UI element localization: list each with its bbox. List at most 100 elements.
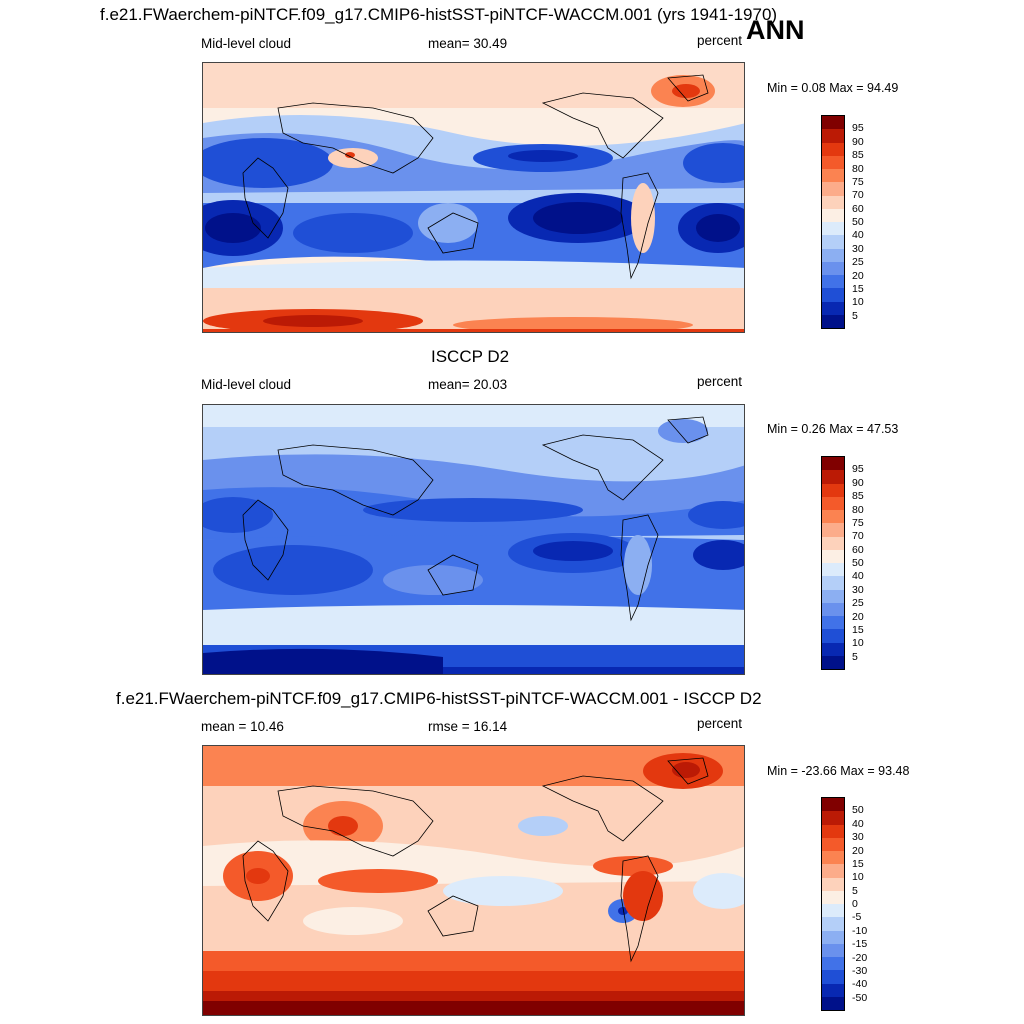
panel1-units-label: percent <box>697 33 743 48</box>
colorbar-tick-label: 0 <box>852 898 858 910</box>
colorbar-swatch <box>822 129 844 143</box>
colorbar-swatch <box>822 837 844 851</box>
colorbar-swatch <box>822 301 844 315</box>
colorbar-tick-label: 25 <box>852 256 864 269</box>
colorbar-swatch <box>822 523 844 537</box>
panel3-map <box>202 745 745 1016</box>
colorbar-tick-label: 85 <box>852 149 864 162</box>
colorbar-tick-label: 25 <box>852 597 864 610</box>
colorbar-tick-label: 5 <box>852 309 858 322</box>
panel3-colorbar <box>821 797 845 1011</box>
colorbar-swatch <box>822 904 844 918</box>
colorbar-swatch <box>822 655 844 669</box>
colorbar-tick-label: -40 <box>852 978 868 991</box>
colorbar-swatch <box>822 457 844 471</box>
colorbar-swatch <box>822 917 844 931</box>
panel2-colorbar-labels: 95 90 85 80 75 70 60 50 40 30 25 20 15 10 5 <box>852 456 892 670</box>
colorbar-tick-label: -50 <box>852 991 868 1004</box>
colorbar-swatch <box>822 248 844 262</box>
colorbar-tick-label: 75 <box>852 175 864 188</box>
colorbar-tick-label: 30 <box>852 242 864 255</box>
colorbar-tick-label: 95 <box>852 122 864 135</box>
panel3-units-label: percent <box>697 716 743 731</box>
colorbar-swatch <box>822 576 844 590</box>
colorbar-tick-label: 50 <box>852 216 864 228</box>
colorbar-swatch <box>822 314 844 328</box>
colorbar-tick-label: 60 <box>852 543 864 556</box>
season-label: ANN <box>746 15 805 45</box>
colorbar-swatch <box>822 996 844 1010</box>
colorbar-swatch <box>822 549 844 563</box>
panel3-rmse-label: rmse = 16.14 <box>428 719 508 734</box>
panel2-title: ISCCP D2 <box>431 347 510 366</box>
colorbar-swatch <box>822 970 844 984</box>
panel3-colorbar-labels: 50 40 30 20 15 10 5 0 -5 -10 -15 -20 -30 -40 -50 <box>852 797 892 1011</box>
colorbar-tick-label: 5 <box>852 650 858 663</box>
colorbar-swatch <box>822 510 844 524</box>
colorbar-tick-label: -30 <box>852 964 868 977</box>
colorbar-swatch <box>822 169 844 183</box>
colorbar-swatch <box>822 483 844 497</box>
colorbar-swatch <box>822 155 844 169</box>
colorbar-swatch <box>822 864 844 878</box>
colorbar-swatch <box>822 957 844 971</box>
colorbar-swatch <box>822 890 844 904</box>
colorbar-tick-label: -15 <box>852 938 868 951</box>
colorbar-tick-label: 40 <box>852 570 864 583</box>
colorbar-swatch <box>822 222 844 236</box>
panel3-minmax: Min = -23.66 Max = 93.48 <box>767 764 910 778</box>
colorbar-tick-label: 30 <box>852 831 864 844</box>
panel1-minmax: Min = 0.08 Max = 94.49 <box>767 81 899 95</box>
colorbar-swatch <box>822 563 844 577</box>
colorbar-swatch <box>822 930 844 944</box>
colorbar-swatch <box>822 116 844 130</box>
colorbar-swatch <box>822 470 844 484</box>
panel2-minmax: Min = 0.26 Max = 47.53 <box>767 422 899 436</box>
colorbar-swatch <box>822 629 844 643</box>
colorbar-tick-label: 60 <box>852 202 864 215</box>
colorbar-swatch <box>822 798 844 812</box>
colorbar-tick-label: 50 <box>852 804 864 817</box>
panel3-title: f.e21.FWaerchem-piNTCF.f09_g17.CMIP6-his… <box>116 689 762 708</box>
colorbar-tick-label: 70 <box>852 189 864 202</box>
colorbar-tick-label: 30 <box>852 583 864 596</box>
colorbar-tick-label: 15 <box>852 282 864 295</box>
colorbar-tick-label: 90 <box>852 135 864 148</box>
colorbar-swatch <box>822 851 844 865</box>
colorbar-tick-label: 10 <box>852 296 864 309</box>
colorbar-swatch <box>822 602 844 616</box>
colorbar-swatch <box>822 642 844 656</box>
colorbar-swatch <box>822 261 844 275</box>
colorbar-tick-label: 10 <box>852 871 864 884</box>
colorbar-swatch <box>822 208 844 222</box>
panel2-map <box>202 404 745 675</box>
colorbar-swatch <box>822 824 844 838</box>
colorbar-tick-label: -10 <box>852 924 868 937</box>
colorbar-swatch <box>822 275 844 289</box>
colorbar-tick-label: -5 <box>852 911 862 924</box>
colorbar-tick-label: 80 <box>852 162 864 175</box>
panel1-colorbar-labels: 95 90 85 80 75 70 60 50 40 30 25 20 15 10 5 <box>852 115 892 329</box>
colorbar-swatch <box>822 983 844 997</box>
panel2-units-label: percent <box>697 374 743 389</box>
colorbar-swatch <box>822 877 844 891</box>
colorbar-tick-label: 10 <box>852 637 864 650</box>
colorbar-tick-label: 50 <box>852 557 864 569</box>
colorbar-swatch <box>822 536 844 550</box>
colorbar-swatch <box>822 288 844 302</box>
panel2-mean-label: mean= 20.03 <box>428 377 508 392</box>
colorbar-tick-label: -20 <box>852 951 868 964</box>
panel1-map <box>202 62 745 333</box>
colorbar-tick-label: 75 <box>852 516 864 529</box>
colorbar-tick-label: 20 <box>852 610 864 623</box>
colorbar-tick-label: 95 <box>852 463 864 476</box>
panel1-variable-label: Mid-level cloud <box>201 36 292 51</box>
panel1-title: f.e21.FWaerchem-piNTCF.f09_g17.CMIP6-his… <box>100 5 778 24</box>
colorbar-swatch <box>822 811 844 825</box>
panel2-variable-label: Mid-level cloud <box>201 377 292 392</box>
colorbar-swatch <box>822 943 844 957</box>
panel2-colorbar <box>821 456 845 670</box>
colorbar-tick-label: 40 <box>852 817 864 830</box>
colorbar-swatch <box>822 616 844 630</box>
colorbar-tick-label: 15 <box>852 857 864 870</box>
